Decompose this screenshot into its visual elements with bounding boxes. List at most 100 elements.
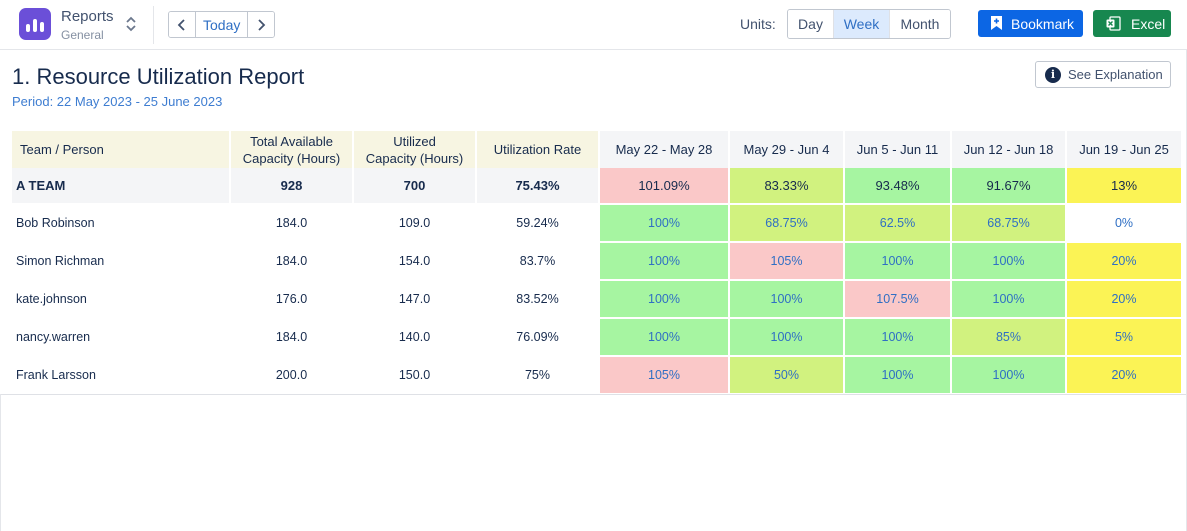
info-icon: i [1045, 67, 1061, 83]
excel-export-button[interactable]: Excel [1093, 10, 1171, 37]
person-utilization-rate: 59.24% [477, 205, 598, 243]
team-week-1: 101.09% [600, 168, 728, 205]
team-week-2: 83.33% [730, 168, 843, 205]
header-week-2: May 29 - Jun 4 [730, 131, 843, 168]
person-name: nancy.warren [12, 319, 229, 357]
person-week-2: 68.75% [730, 205, 843, 243]
bookmark-label: Bookmark [1011, 15, 1075, 32]
person-week-4: 100% [952, 243, 1065, 281]
team-week-4: 91.67% [952, 168, 1065, 205]
header-utilized-capacity-line1: Utilized [393, 133, 436, 149]
unit-day-button[interactable]: Day [788, 10, 833, 38]
person-week-3: 100% [845, 243, 950, 281]
person-week-3: 62.5% [845, 205, 950, 243]
units-selector: Day Week Month [787, 9, 951, 39]
person-week-3: 100% [845, 319, 950, 357]
person-week-4: 100% [952, 281, 1065, 319]
table-row: Bob Robinson 184.0 109.0 59.24% 100% 68.… [12, 205, 1181, 243]
chevron-right-icon[interactable] [248, 12, 275, 37]
person-name: kate.johnson [12, 281, 229, 319]
header-utilized-capacity-line2: Capacity (Hours) [365, 150, 464, 166]
header-utilization-rate: Utilization Rate [477, 131, 598, 168]
see-explanation-button[interactable]: i See Explanation [1035, 61, 1171, 88]
person-week-3: 100% [845, 357, 950, 395]
person-utilization-rate: 83.52% [477, 281, 598, 319]
app-subtitle: General [61, 28, 104, 42]
excel-label: Excel [1131, 15, 1166, 32]
unit-month-button[interactable]: Month [889, 10, 950, 38]
team-row: A TEAM 928 700 75.43% 101.09% 83.33% 93.… [12, 168, 1181, 205]
team-name: A TEAM [12, 168, 229, 205]
header-week-1: May 22 - May 28 [600, 131, 728, 168]
person-week-2: 100% [730, 319, 843, 357]
person-utilized-capacity: 150.0 [354, 357, 475, 395]
header-week-4: Jun 12 - Jun 18 [952, 131, 1065, 168]
person-week-4: 68.75% [952, 205, 1065, 243]
chevron-up-down-icon[interactable] [124, 14, 138, 36]
team-utilized-capacity: 700 [354, 168, 475, 205]
person-week-1: 100% [600, 243, 728, 281]
panel-left-border [0, 394, 1, 531]
person-week-3: 107.5% [845, 281, 950, 319]
header-week-5: Jun 19 - Jun 25 [1067, 131, 1181, 168]
person-week-1: 100% [600, 205, 728, 243]
chevron-left-icon[interactable] [169, 12, 195, 37]
utilization-table: Team / Person Total Available Capacity (… [10, 131, 1183, 395]
person-utilized-capacity: 147.0 [354, 281, 475, 319]
header-team-person: Team / Person [12, 131, 229, 168]
report-title: 1. Resource Utilization Report [12, 64, 305, 89]
today-button[interactable]: Today [195, 12, 249, 37]
header-total-capacity-line1: Total Available [250, 133, 333, 149]
header-total-capacity-line2: Capacity (Hours) [242, 150, 341, 166]
top-toolbar: Reports General Today Units: Day Week Mo… [0, 0, 1187, 50]
team-week-5: 13% [1067, 168, 1181, 205]
person-name: Simon Richman [12, 243, 229, 281]
person-week-5: 0% [1067, 205, 1181, 243]
person-week-4: 85% [952, 319, 1065, 357]
person-total-capacity: 184.0 [231, 243, 352, 281]
header-utilized-capacity: Utilized Capacity (Hours) [354, 131, 475, 168]
table-row: kate.johnson 176.0 147.0 83.52% 100% 100… [12, 281, 1181, 319]
person-name: Bob Robinson [12, 205, 229, 243]
excel-icon [1106, 16, 1121, 31]
person-week-5: 20% [1067, 281, 1181, 319]
table-row: Simon Richman 184.0 154.0 83.7% 100% 105… [12, 243, 1181, 281]
person-utilization-rate: 75% [477, 357, 598, 395]
toolbar-divider [153, 6, 154, 44]
person-name: Frank Larsson [12, 357, 229, 395]
person-week-2: 100% [730, 281, 843, 319]
person-utilized-capacity: 140.0 [354, 319, 475, 357]
reports-app-icon[interactable] [19, 8, 51, 40]
see-explanation-label: See Explanation [1068, 67, 1163, 82]
person-utilized-capacity: 154.0 [354, 243, 475, 281]
table-row: Frank Larsson 200.0 150.0 75% 105% 50% 1… [12, 357, 1181, 395]
units-label: Units: [740, 16, 776, 32]
person-week-5: 20% [1067, 357, 1181, 395]
person-week-4: 100% [952, 357, 1065, 395]
person-utilized-capacity: 109.0 [354, 205, 475, 243]
person-week-1: 100% [600, 319, 728, 357]
person-week-5: 5% [1067, 319, 1181, 357]
date-navigation: Today [168, 11, 276, 38]
person-week-2: 105% [730, 243, 843, 281]
team-total-capacity: 928 [231, 168, 352, 205]
report-period: Period: 22 May 2023 - 25 June 2023 [12, 94, 223, 109]
unit-week-button[interactable]: Week [833, 10, 889, 38]
person-utilization-rate: 76.09% [477, 319, 598, 357]
app-title[interactable]: Reports [61, 8, 114, 25]
person-week-2: 50% [730, 357, 843, 395]
team-week-3: 93.48% [845, 168, 950, 205]
bookmark-button[interactable]: Bookmark [978, 10, 1083, 37]
person-total-capacity: 184.0 [231, 319, 352, 357]
person-week-5: 20% [1067, 243, 1181, 281]
person-utilization-rate: 83.7% [477, 243, 598, 281]
person-total-capacity: 184.0 [231, 205, 352, 243]
table-header-row: Team / Person Total Available Capacity (… [12, 131, 1181, 168]
table-bottom-divider [0, 394, 1187, 395]
header-week-3: Jun 5 - Jun 11 [845, 131, 950, 168]
team-utilization-rate: 75.43% [477, 168, 598, 205]
table-row: nancy.warren 184.0 140.0 76.09% 100% 100… [12, 319, 1181, 357]
person-total-capacity: 176.0 [231, 281, 352, 319]
bookmark-icon [991, 16, 1002, 30]
person-total-capacity: 200.0 [231, 357, 352, 395]
